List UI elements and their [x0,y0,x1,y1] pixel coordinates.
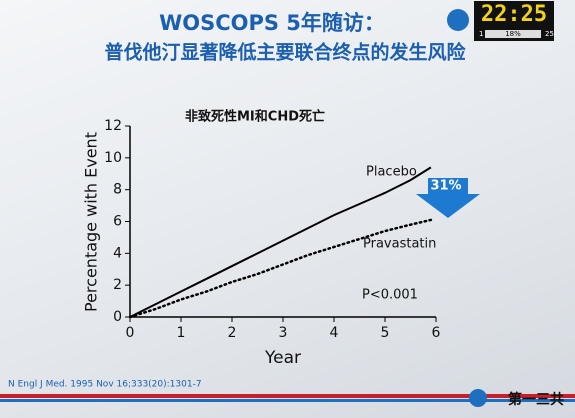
x-tick-label: 0 [126,325,135,341]
clock-left: 1 [479,30,483,38]
x-axis-label: Year [264,348,301,368]
x-tick-label: 2 [228,325,237,341]
title: WOSCOPS 5年随访： [159,11,385,35]
company-logo [469,389,487,407]
footer-stripe [0,394,575,398]
x-tick-label: 5 [381,325,390,341]
company-name: 第一三共 [508,391,564,408]
clock-bar [485,30,541,38]
clock-time: 22:25 [481,2,547,27]
series-line [128,218,433,319]
clock-right: 25 [545,30,554,38]
citation: N Engl J Med. 1995 Nov 16;333(20):1301-7 [8,380,202,390]
annotation: P<0.001 [362,288,418,303]
legend-label: Placebo [366,165,417,180]
y-tick-label: 4 [113,245,122,261]
y-tick-label: 10 [104,150,122,166]
y-tick-label: 2 [113,277,122,293]
clock-percent: 18% [505,30,521,38]
legend-label: Pravastatin [363,237,436,252]
title: 普伐他汀显著降低主要联合终点的发生风险 [104,41,466,64]
x-tick-label: 6 [432,325,441,341]
y-tick-label: 6 [113,214,122,230]
chart-subtitle: 非致死性MI和CHD死亡 [185,109,325,125]
y-tick-label: 8 [113,182,122,198]
logo-icon [447,9,469,31]
series-line [129,166,432,318]
x-tick-label: 4 [330,325,339,341]
y-tick-label: 0 [113,309,122,325]
annotation: 31% [430,179,461,194]
y-tick-label: 12 [104,118,122,134]
y-axis-label: Percentage with Event [82,132,101,312]
reduction-arrow [416,178,480,218]
footer-stripe [0,399,575,402]
x-tick-label: 3 [279,325,288,341]
x-tick-label: 1 [177,325,186,341]
